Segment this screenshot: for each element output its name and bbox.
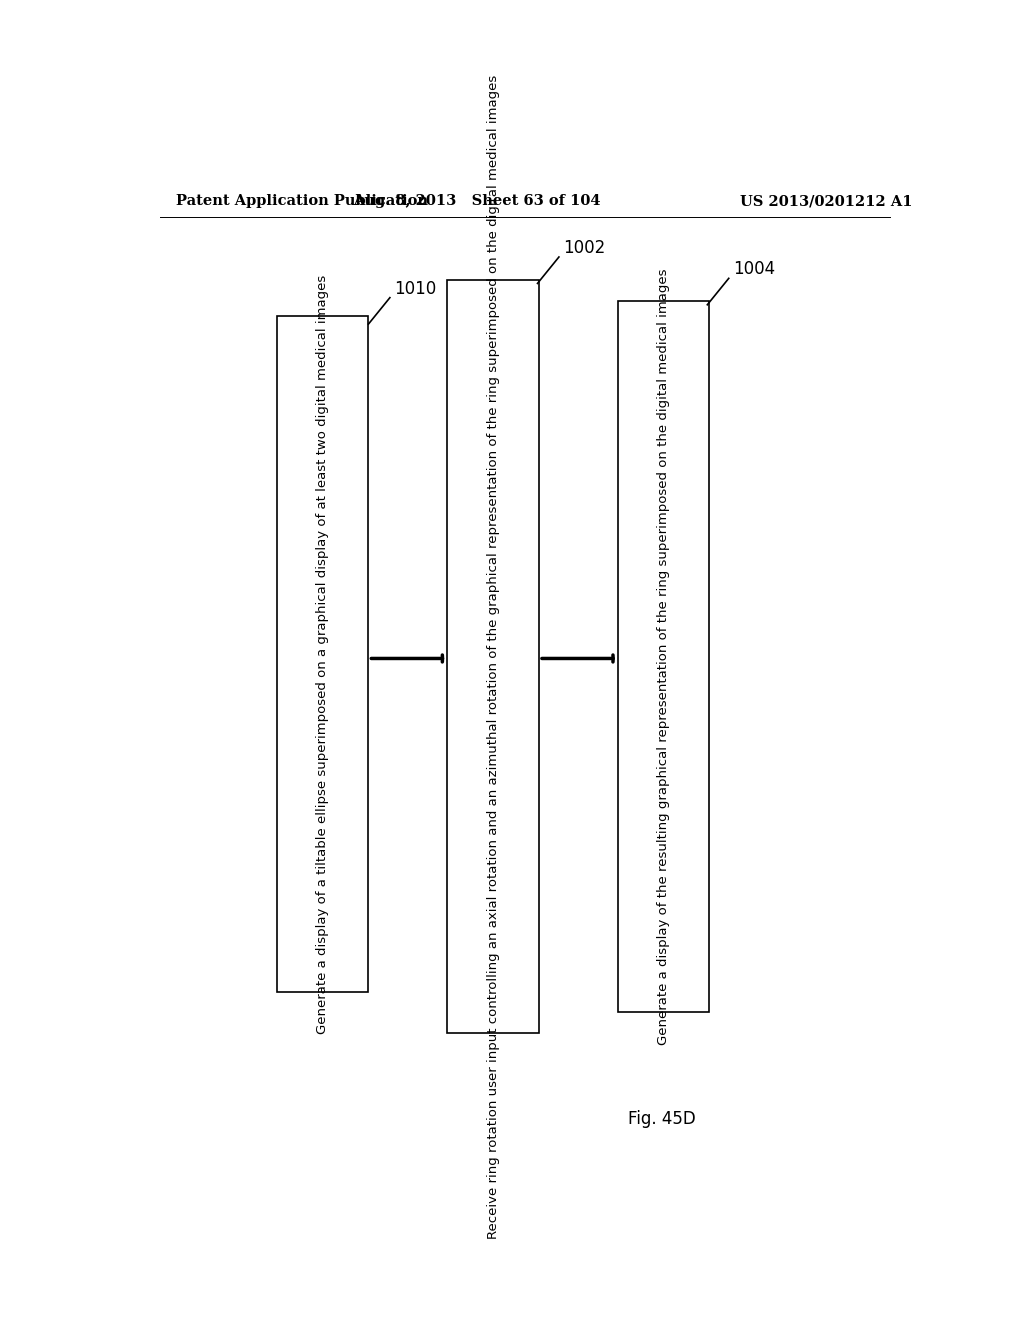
- Text: Patent Application Publication: Patent Application Publication: [176, 194, 428, 209]
- Text: Generate a display of the resulting graphical representation of the ring superim: Generate a display of the resulting grap…: [657, 268, 670, 1044]
- Text: 1010: 1010: [394, 280, 436, 297]
- Bar: [276, 315, 368, 991]
- Bar: [447, 280, 539, 1032]
- Text: 1002: 1002: [563, 239, 605, 257]
- Text: Fig. 45D: Fig. 45D: [628, 1110, 695, 1127]
- Text: Generate a display of a tiltable ellipse superimposed on a graphical display of : Generate a display of a tiltable ellipse…: [316, 275, 329, 1034]
- Bar: [618, 301, 710, 1012]
- Text: US 2013/0201212 A1: US 2013/0201212 A1: [740, 194, 912, 209]
- Text: Receive ring rotation user input controlling an axial rotation and an azimuthal : Receive ring rotation user input control…: [486, 74, 500, 1238]
- Text: 1004: 1004: [733, 260, 775, 279]
- Text: Aug. 8, 2013   Sheet 63 of 104: Aug. 8, 2013 Sheet 63 of 104: [353, 194, 601, 209]
